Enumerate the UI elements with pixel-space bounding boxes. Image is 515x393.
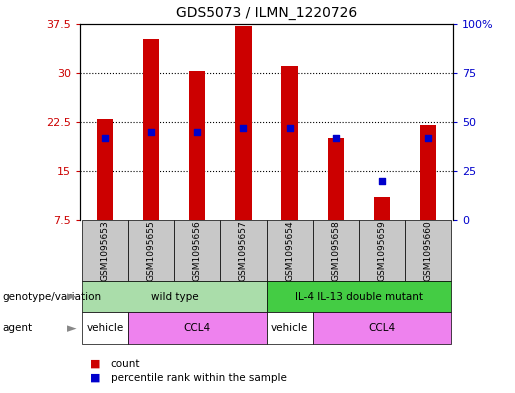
Bar	[82, 312, 128, 344]
Bar	[128, 312, 267, 344]
Bar	[359, 220, 405, 281]
Bar	[313, 220, 359, 281]
Point	[332, 134, 340, 141]
Bar	[97, 119, 113, 220]
Text: genotype/variation: genotype/variation	[3, 292, 101, 302]
Text: count: count	[111, 358, 140, 369]
Text: GSM1095653: GSM1095653	[100, 220, 110, 281]
Text: IL-4 IL-13 double mutant: IL-4 IL-13 double mutant	[295, 292, 423, 302]
Text: GSM1095655: GSM1095655	[147, 220, 156, 281]
Text: ■: ■	[90, 373, 100, 383]
Text: GSM1095660: GSM1095660	[423, 220, 433, 281]
Bar	[405, 220, 451, 281]
Point	[377, 178, 386, 184]
Text: GSM1095656: GSM1095656	[193, 220, 202, 281]
Bar	[267, 312, 313, 344]
Bar	[235, 26, 251, 220]
Bar	[374, 197, 390, 220]
Text: GSM1095658: GSM1095658	[331, 220, 340, 281]
Bar	[282, 66, 298, 220]
Text: CCL4: CCL4	[368, 323, 396, 333]
Point	[424, 134, 432, 141]
Text: vehicle: vehicle	[87, 323, 124, 333]
Text: ■: ■	[90, 358, 100, 369]
Point	[101, 134, 109, 141]
Bar	[420, 125, 436, 220]
Bar	[143, 39, 159, 220]
Point	[147, 129, 156, 135]
Text: GSM1095657: GSM1095657	[239, 220, 248, 281]
Bar	[267, 281, 451, 312]
Bar	[82, 220, 128, 281]
Text: GSM1095659: GSM1095659	[377, 220, 386, 281]
Point	[285, 125, 294, 131]
Text: CCL4: CCL4	[184, 323, 211, 333]
Text: percentile rank within the sample: percentile rank within the sample	[111, 373, 287, 383]
Point	[239, 125, 248, 131]
Text: agent: agent	[3, 323, 32, 333]
Bar	[220, 220, 267, 281]
Text: wild type: wild type	[150, 292, 198, 302]
Text: ►: ►	[66, 321, 76, 335]
Text: vehicle: vehicle	[271, 323, 308, 333]
Text: GSM1095654: GSM1095654	[285, 220, 294, 281]
Bar	[128, 220, 174, 281]
Point	[193, 129, 201, 135]
Bar	[267, 220, 313, 281]
Bar	[174, 220, 220, 281]
Bar	[313, 312, 451, 344]
Bar	[328, 138, 344, 220]
Bar	[190, 72, 205, 220]
Title: GDS5073 / ILMN_1220726: GDS5073 / ILMN_1220726	[176, 6, 357, 20]
Text: ►: ►	[66, 290, 76, 303]
Bar	[82, 281, 267, 312]
